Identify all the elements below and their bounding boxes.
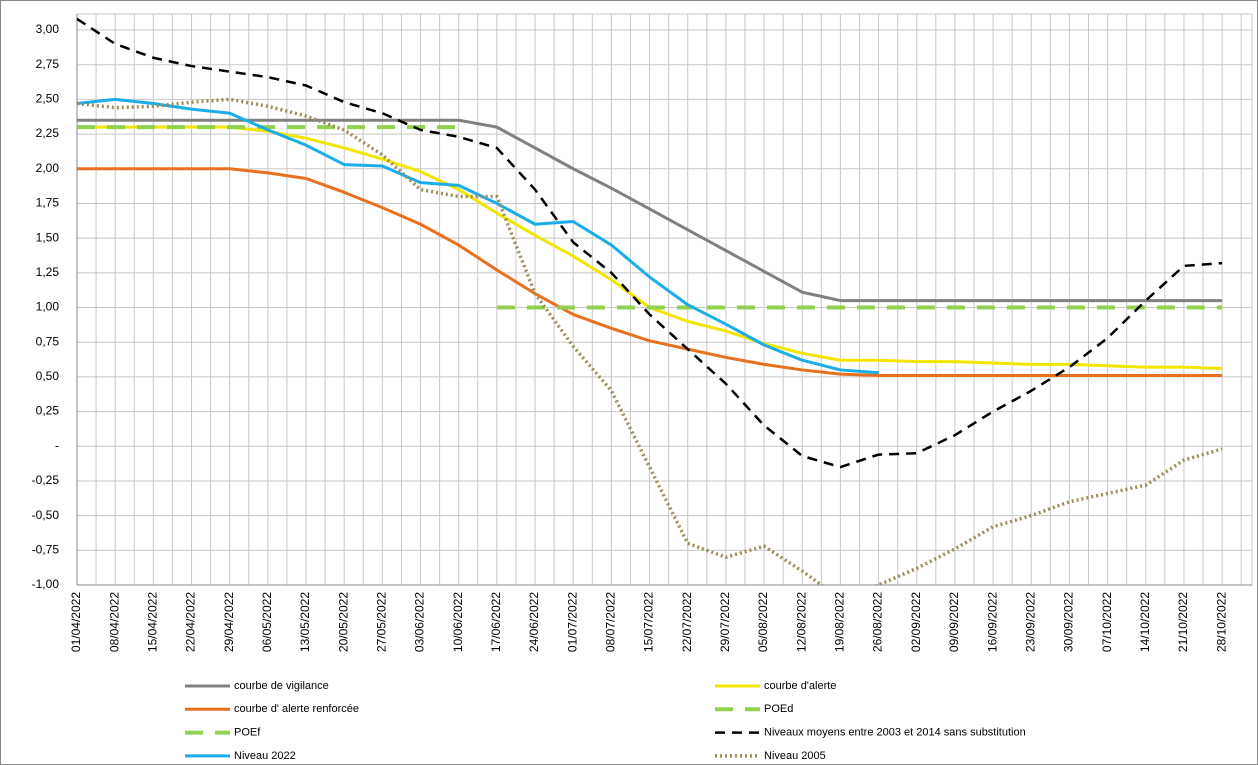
legend-label: courbe d' alerte renforcée	[234, 703, 359, 715]
x-tick-label: 01/07/2022	[565, 592, 579, 652]
legend-label: courbe d'alerte	[764, 680, 836, 692]
x-tick-label: 07/10/2022	[1100, 592, 1114, 652]
y-tick-label: -0,25	[32, 473, 60, 487]
plot-lines	[76, 17, 1223, 585]
legend-label: courbe de vigilance	[234, 680, 329, 692]
y-tick-label: 2,25	[36, 126, 60, 140]
labels: 3,00 2,75 2,50 2,25 2,00 1,75 1,50 1,25 1,00 0,75…	[32, 22, 1229, 762]
legend-label: Niveau 2005	[764, 750, 826, 762]
legend-label: Niveau 2022	[234, 750, 296, 762]
x-tick-label: 15/07/2022	[642, 592, 656, 652]
legend-label: POEf	[234, 727, 261, 739]
y-tick-label: -	[55, 438, 59, 452]
x-tick-label: 09/09/2022	[947, 592, 961, 652]
x-tick-label: 23/09/2022	[1023, 592, 1037, 652]
x-tick-label: 24/06/2022	[527, 592, 541, 652]
x-tick-label: 27/05/2022	[375, 592, 389, 652]
x-tick-label: 30/09/2022	[1062, 592, 1076, 652]
y-tick-label: 1,50	[36, 230, 60, 244]
x-tick-label: 21/10/2022	[1176, 592, 1190, 652]
x-tick-label: 29/07/2022	[718, 592, 732, 652]
y-tick-label: -0,50	[32, 508, 60, 522]
x-tick-label: 26/08/2022	[871, 592, 885, 652]
x-tick-label: 29/04/2022	[222, 592, 236, 652]
x-tick-label: 06/05/2022	[260, 592, 274, 652]
x-tick-label: 20/05/2022	[336, 592, 350, 652]
x-tick-label: 16/09/2022	[985, 592, 999, 652]
x-tick-label: 22/04/2022	[184, 592, 198, 652]
x-tick-label: 01/04/2022	[69, 592, 83, 652]
y-tick-label: 0,75	[36, 334, 60, 348]
y-tick-label: 0,50	[36, 369, 60, 383]
x-tick-label: 02/09/2022	[909, 592, 923, 652]
x-tick-label: 12/08/2022	[794, 592, 808, 652]
x-tick-label: 13/05/2022	[298, 592, 312, 652]
series-line	[76, 17, 1223, 469]
x-tick-label: 19/08/2022	[833, 592, 847, 652]
y-tick-label: -0,75	[32, 542, 60, 556]
y-tick-label: 1,25	[36, 265, 60, 279]
x-tick-label: 15/04/2022	[146, 592, 160, 652]
y-tick-label: 0,25	[36, 404, 60, 418]
x-tick-label: 03/06/2022	[413, 592, 427, 652]
y-tick-label: 2,50	[36, 92, 60, 106]
y-tick-label: 2,75	[36, 57, 60, 71]
y-tick-label: 1,75	[36, 196, 60, 210]
legend-label: Niveaux moyens entre 2003 et 2014 sans s…	[764, 727, 1026, 739]
series-line	[77, 118, 1223, 303]
series-line	[76, 97, 879, 375]
y-tick-label: 1,00	[36, 300, 60, 314]
legend-label: POEd	[764, 703, 793, 715]
x-tick-label: 08/07/2022	[604, 592, 618, 652]
y-tick-label: -1,00	[32, 577, 60, 591]
x-tick-label: 10/06/2022	[451, 592, 465, 652]
x-tick-label: 08/04/2022	[107, 592, 121, 652]
x-tick-label: 17/06/2022	[489, 592, 503, 652]
x-tick-label: 05/08/2022	[756, 592, 770, 652]
y-tick-label: 2,00	[36, 161, 60, 175]
series-line	[77, 167, 1223, 377]
x-tick-label: 22/07/2022	[680, 592, 694, 652]
x-tick-label: 28/10/2022	[1214, 592, 1228, 652]
y-tick-label: 3,00	[36, 22, 60, 36]
x-tick-label: 14/10/2022	[1138, 592, 1152, 652]
